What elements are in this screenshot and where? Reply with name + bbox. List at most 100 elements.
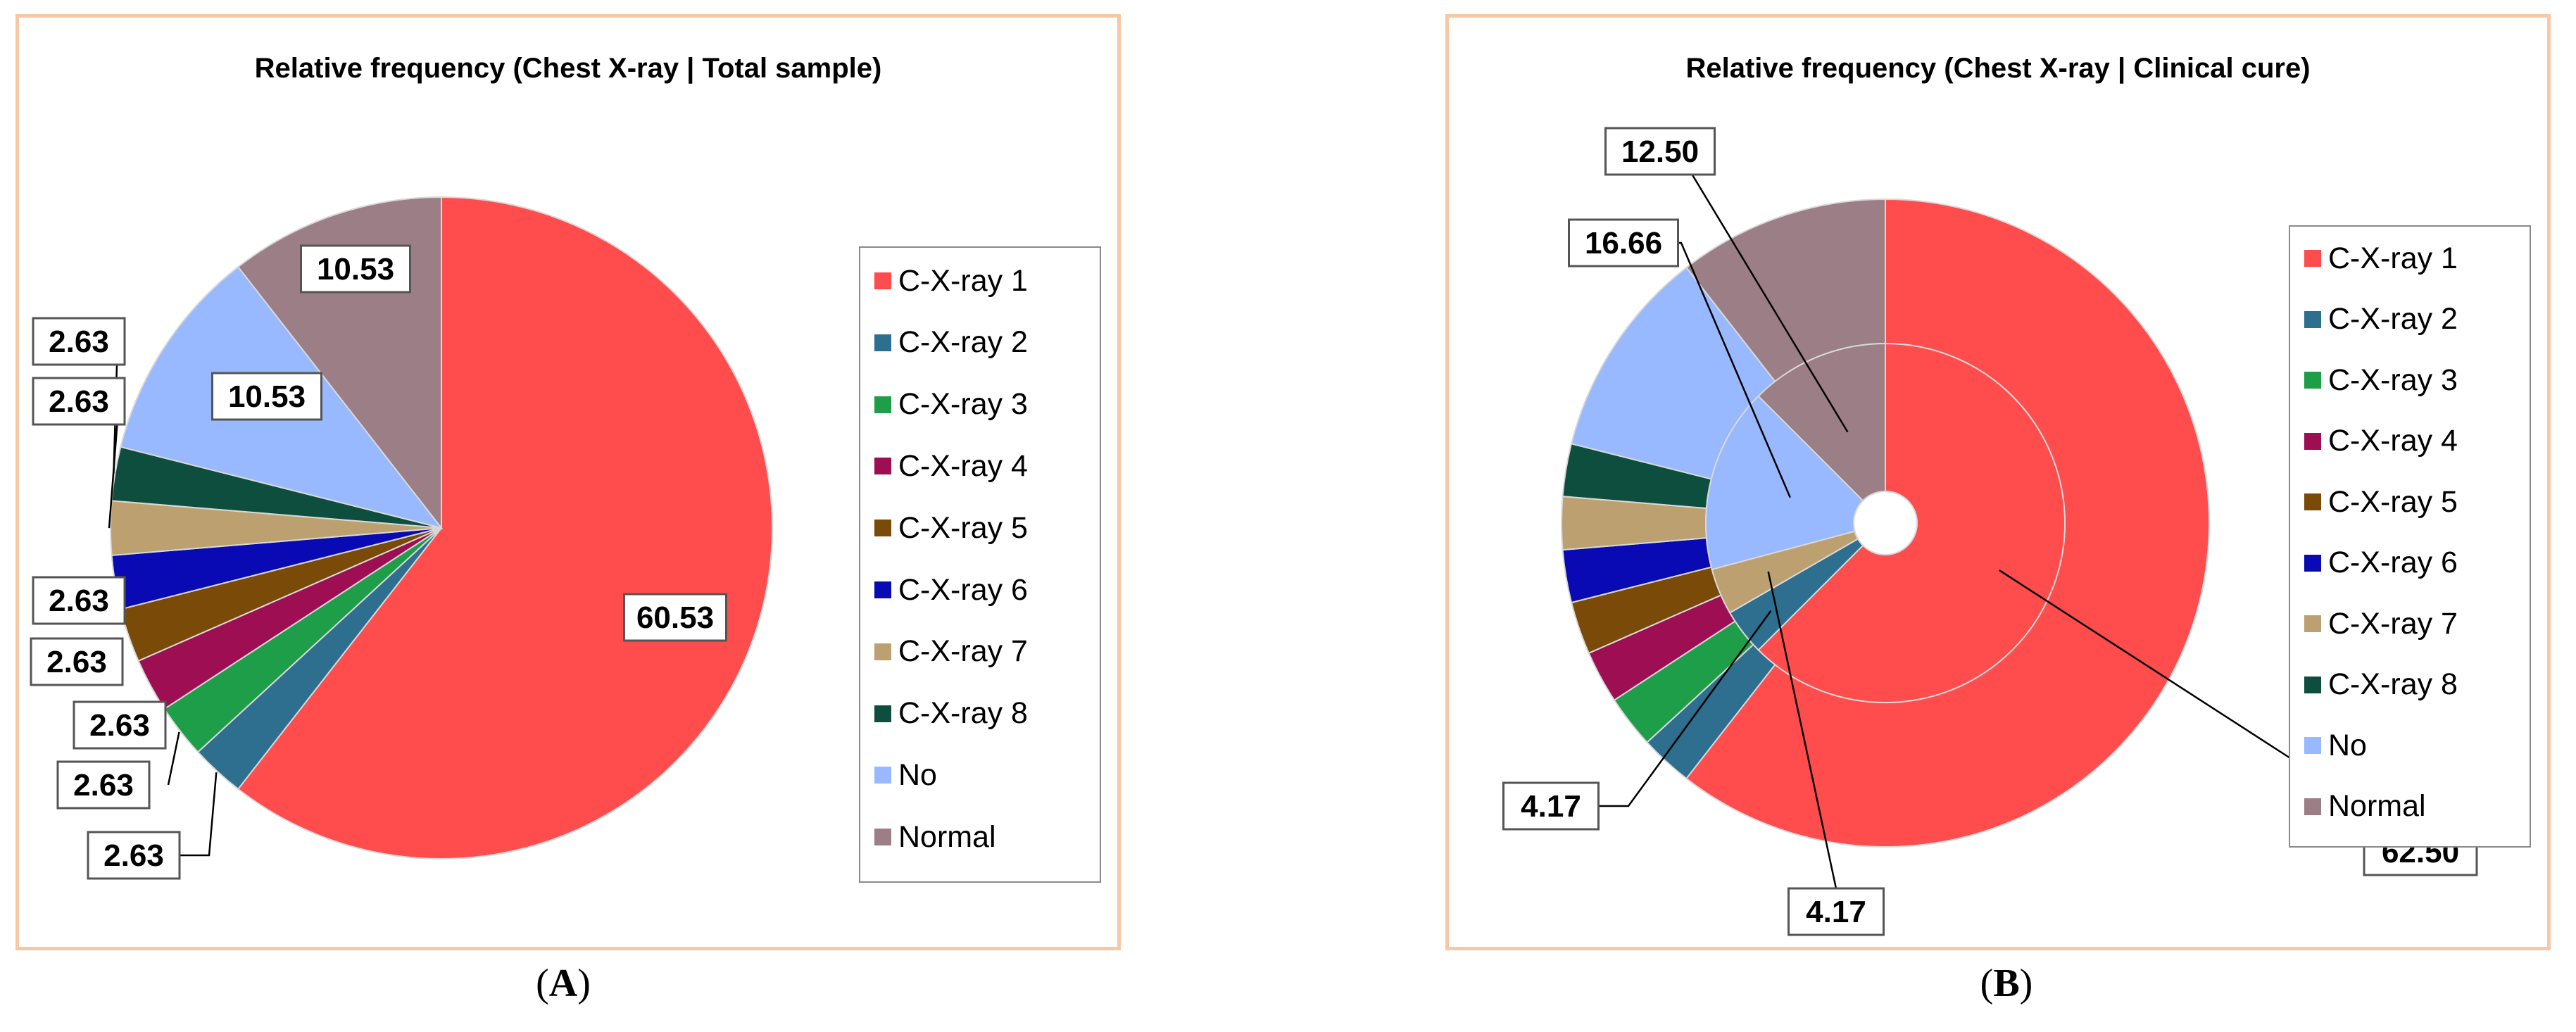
data-label-box	[32, 576, 126, 625]
legend-label: C-X-ray 1	[2328, 241, 2458, 275]
data-label-text: 4.17	[1521, 789, 1581, 824]
slice-c-x-ray-1	[237, 196, 773, 860]
legend-swatch	[874, 705, 891, 722]
legend-swatch	[874, 520, 891, 537]
caption-b: (B)	[1980, 962, 2033, 1005]
data-label-c-x-ray-5: 2.63	[30, 637, 124, 686]
legend-item-no: No	[2290, 728, 2367, 763]
legend-item-c-x-ray-5: C-X-ray 5	[860, 510, 1028, 546]
legend-b: C-X-ray 1 C-X-ray 2 C-X-ray 3 C-X-ray 4 C-X-…	[2289, 225, 2531, 848]
legend-swatch	[2304, 798, 2321, 815]
legend-swatch	[2304, 737, 2321, 754]
data-label-box	[1568, 218, 1679, 268]
data-label-box	[1788, 887, 1885, 936]
data-label-box	[32, 377, 126, 426]
data-label-box	[30, 637, 124, 686]
legend-a: C-X-ray 1 C-X-ray 2 C-X-ray 3 C-X-ray 4 C-X-…	[859, 246, 1101, 883]
legend-item-c-x-ray-6: C-X-ray 6	[2290, 546, 2458, 581]
legend-item-normal: Normal	[2290, 789, 2426, 824]
legend-swatch	[2304, 310, 2321, 328]
data-label-no: 16.66	[1568, 218, 1679, 268]
legend-item-c-x-ray-2: C-X-ray 2	[860, 325, 1028, 360]
data-label-text: 16.66	[1585, 226, 1662, 260]
legend-item-c-x-ray-3: C-X-ray 3	[2290, 363, 2458, 398]
data-label-box	[32, 317, 126, 366]
chart-title: Relative frequency (Chest X-ray | Clinic…	[1685, 53, 2311, 84]
legend-item-normal: Normal	[860, 819, 996, 855]
legend-label: C-X-ray 2	[2328, 302, 2458, 336]
legend-item-c-x-ray-7: C-X-ray 7	[860, 634, 1028, 669]
legend-swatch	[874, 272, 891, 289]
pie-chart-a: 60.53 2.63 2.63 2.63 2.63 2.63 2.63 2.63 10.53 10…	[30, 196, 773, 880]
legend-label: C-X-ray 8	[2328, 667, 2458, 701]
legend-label: Normal	[2328, 789, 2426, 823]
legend-item-c-x-ray-8: C-X-ray 8	[2290, 667, 2458, 703]
legend-label: C-X-ray 4	[2328, 424, 2458, 458]
legend-item-no: No	[860, 757, 937, 793]
legend-item-c-x-ray-5: C-X-ray 5	[2290, 484, 2458, 520]
legend-item-c-x-ray-4: C-X-ray 4	[860, 448, 1028, 484]
legend-label: C-X-ray 3	[2328, 363, 2458, 397]
data-label-text: 2.63	[49, 384, 109, 419]
legend-swatch	[2304, 554, 2321, 572]
data-label-box	[87, 831, 181, 880]
data-label-text: 2.63	[46, 645, 107, 679]
data-label-text: 10.53	[228, 379, 306, 414]
data-label-c-x-ray-1: 60.53	[623, 593, 727, 642]
data-label-normal: 10.53	[300, 244, 411, 294]
legend-item-c-x-ray-1: C-X-ray 1	[2290, 241, 2458, 276]
legend-swatch	[2304, 615, 2321, 632]
legend-item-c-x-ray-3: C-X-ray 3	[860, 387, 1028, 422]
legend-label: C-X-ray 5	[898, 510, 1028, 545]
legend-label: C-X-ray 6	[898, 572, 1028, 607]
leader-line	[1598, 610, 1772, 807]
leader-line	[167, 731, 180, 786]
data-label-box	[623, 593, 727, 642]
data-label-box	[73, 700, 167, 750]
data-label-box	[211, 372, 322, 421]
legend-swatch	[874, 581, 891, 598]
chart-panel-b: Relative frequency (Chest X-ray | Clinic…	[1445, 14, 2551, 950]
legend-swatch	[874, 643, 891, 660]
data-label-text: 10.53	[317, 252, 394, 287]
legend-swatch	[2304, 676, 2321, 693]
data-label-box	[1604, 127, 1716, 176]
data-label-text: 12.50	[1621, 134, 1699, 169]
data-label-c-x-ray-7: 2.63	[32, 377, 126, 426]
legend-swatch	[874, 458, 891, 475]
legend-label: C-X-ray 7	[898, 634, 1028, 669]
legend-item-c-x-ray-4: C-X-ray 4	[2290, 424, 2458, 459]
leader-line	[1767, 571, 1837, 889]
data-label-text: 2.63	[49, 325, 109, 359]
legend-item-c-x-ray-8: C-X-ray 8	[860, 696, 1028, 731]
data-label-no: 10.53	[211, 372, 322, 421]
data-label-c-x-ray-8: 2.63	[32, 317, 126, 366]
data-label-c-x-ray-7: 4.17	[1788, 887, 1885, 936]
legend-label: No	[2328, 728, 2367, 762]
legend-swatch	[2304, 432, 2321, 450]
legend-item-c-x-ray-7: C-X-ray 7	[2290, 606, 2458, 641]
chart-title: Relative frequency (Chest X-ray | Total …	[254, 53, 882, 84]
data-label-c-x-ray-6: 2.63	[32, 576, 126, 625]
legend-swatch	[2304, 372, 2321, 389]
leader-line	[1690, 173, 1849, 433]
legend-swatch	[874, 396, 891, 413]
legend-label: C-X-ray 4	[898, 448, 1028, 483]
caption-a: (A)	[536, 962, 591, 1005]
data-label-c-x-ray-2: 4.17	[1502, 781, 1600, 831]
donut-hole	[1853, 491, 1918, 555]
legend-swatch	[2304, 493, 2321, 510]
chart-panel-a: Relative frequency (Chest X-ray | Total …	[15, 14, 1121, 950]
data-label-text: 60.53	[636, 600, 714, 635]
data-label-c-x-ray-3: 2.63	[56, 760, 151, 810]
legend-swatch	[2304, 250, 2321, 267]
legend-label: C-X-ray 6	[2328, 546, 2458, 579]
legend-swatch	[874, 767, 891, 784]
data-label-normal: 12.50	[1604, 127, 1716, 176]
legend-label: C-X-ray 3	[898, 387, 1028, 422]
legend-item-c-x-ray-1: C-X-ray 1	[860, 263, 1028, 298]
legend-label: C-X-ray 5	[2328, 484, 2458, 519]
data-label-box	[1502, 781, 1600, 831]
legend-label: C-X-ray 2	[898, 325, 1028, 360]
